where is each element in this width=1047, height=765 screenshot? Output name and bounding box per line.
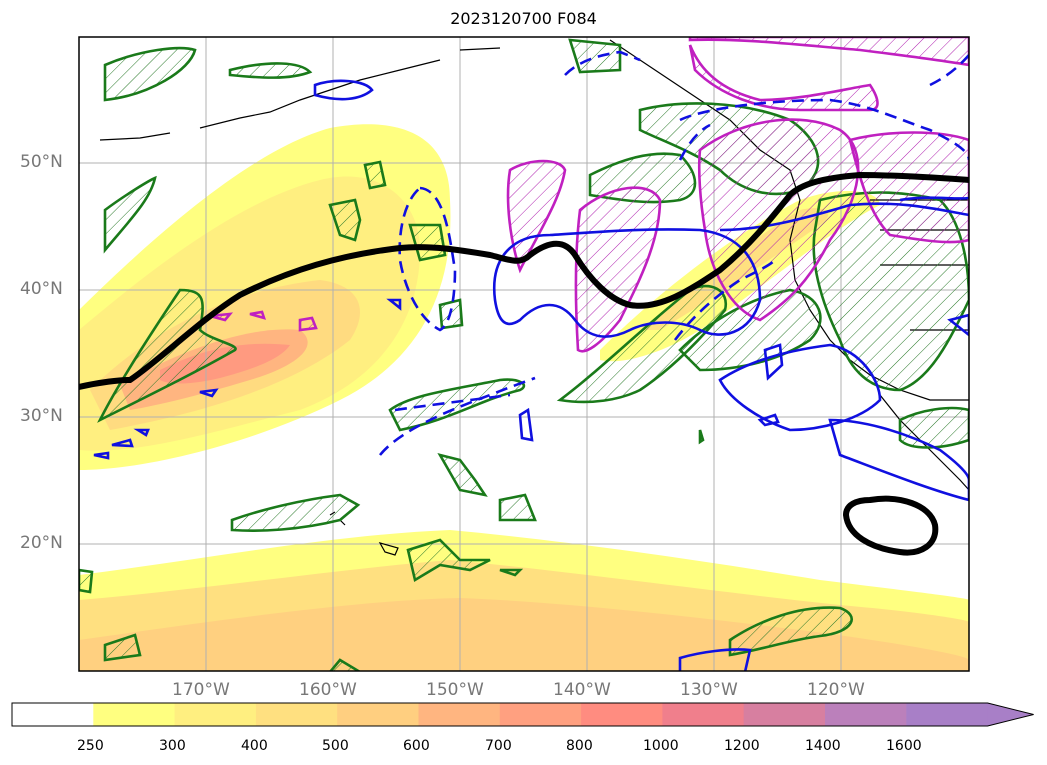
colorbar-tick-1600: 1600 bbox=[886, 738, 922, 754]
lat-label-50n: 50°N bbox=[20, 152, 63, 172]
map-area bbox=[79, 37, 969, 671]
lon-label-120w: 120°W bbox=[807, 680, 865, 700]
plot-title: 2023120700 F084 bbox=[450, 9, 597, 28]
black-thick-contour bbox=[79, 171, 969, 556]
colorbar-segment bbox=[743, 703, 826, 726]
colorbar-segment bbox=[825, 703, 907, 726]
map-frame bbox=[78, 36, 970, 672]
colorbar-tick-1000: 1000 bbox=[643, 738, 679, 754]
colorbar-tick-800: 800 bbox=[566, 738, 593, 754]
lon-label-130w: 130°W bbox=[680, 680, 738, 700]
colorbar bbox=[11, 702, 1034, 727]
colorbar-tick-500: 500 bbox=[322, 738, 349, 754]
blue-solid-contours bbox=[93, 79, 969, 671]
blue-dashed-contours bbox=[378, 50, 969, 456]
colorbar-tick-400: 400 bbox=[241, 738, 268, 754]
colorbar-segment bbox=[906, 703, 989, 726]
colorbar-outline bbox=[11, 702, 1034, 727]
colorbar-segment bbox=[662, 703, 745, 726]
lon-label-160w: 160°W bbox=[299, 680, 357, 700]
lon-label-150w: 150°W bbox=[426, 680, 484, 700]
colorbar-segment bbox=[255, 703, 338, 726]
colorbar-segment bbox=[93, 703, 176, 726]
colorbar-segment bbox=[499, 703, 582, 726]
colorbar-tick-700: 700 bbox=[485, 738, 512, 754]
magenta-hatched-regions bbox=[209, 37, 969, 353]
lat-label-40n: 40°N bbox=[20, 279, 63, 299]
colorbar-segment bbox=[581, 703, 663, 726]
colorbar-segment bbox=[337, 703, 419, 726]
colorbar-tick-600: 600 bbox=[403, 738, 430, 754]
colorbar-segment bbox=[418, 703, 501, 726]
colorbar-tick-1200: 1200 bbox=[724, 738, 760, 754]
lon-label-170w: 170°W bbox=[172, 680, 230, 700]
colorbar-segment bbox=[174, 703, 257, 726]
lat-label-30n: 30°N bbox=[20, 406, 63, 426]
colorbar-tick-300: 300 bbox=[159, 738, 186, 754]
colorbar-segment bbox=[12, 703, 94, 726]
lat-label-20n: 20°N bbox=[20, 533, 63, 553]
lon-label-140w: 140°W bbox=[553, 680, 611, 700]
colorbar-tick-250: 250 bbox=[77, 738, 104, 754]
colorbar-extend-arrow bbox=[987, 703, 1034, 726]
colorbar-tick-1400: 1400 bbox=[805, 738, 841, 754]
